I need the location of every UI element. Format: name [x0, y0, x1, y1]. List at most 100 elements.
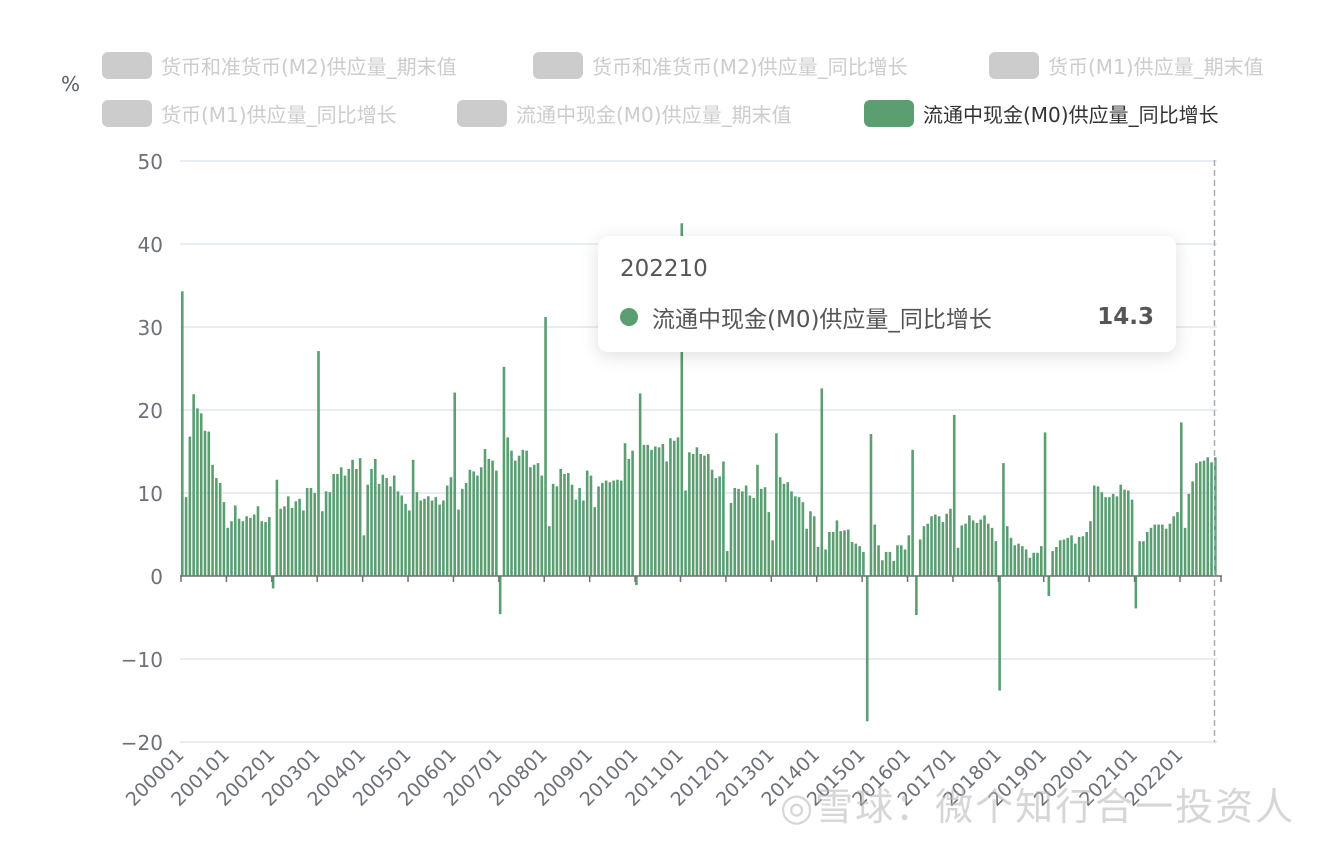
bar[interactable]	[869, 434, 873, 576]
bar[interactable]	[623, 443, 627, 576]
bar[interactable]	[1047, 576, 1051, 596]
bar[interactable]	[975, 522, 979, 576]
bar[interactable]	[1021, 546, 1024, 576]
bar[interactable]	[1179, 422, 1183, 576]
bar[interactable]	[843, 530, 846, 576]
bar-series-m0-yoy[interactable]	[181, 223, 1217, 722]
bar[interactable]	[476, 475, 479, 576]
bar[interactable]	[1077, 536, 1081, 576]
legend-item-m1-end-value[interactable]: 货币(M1)供应量_期末值	[989, 50, 1264, 80]
bar[interactable]	[899, 545, 903, 576]
bar[interactable]	[918, 539, 922, 576]
bar[interactable]	[362, 535, 366, 576]
bar[interactable]	[646, 444, 650, 576]
bar[interactable]	[184, 497, 188, 576]
bar[interactable]	[903, 549, 907, 576]
bar[interactable]	[377, 483, 381, 576]
bar[interactable]	[563, 473, 566, 576]
bar[interactable]	[1153, 524, 1157, 576]
bar[interactable]	[665, 461, 668, 576]
bar[interactable]	[483, 449, 487, 576]
bar[interactable]	[570, 484, 574, 576]
bar[interactable]	[392, 475, 396, 576]
bar[interactable]	[1157, 524, 1160, 576]
bar[interactable]	[196, 408, 199, 576]
bar[interactable]	[1161, 524, 1164, 576]
bar[interactable]	[1070, 535, 1073, 576]
bar[interactable]	[582, 500, 585, 576]
bar[interactable]	[551, 483, 555, 576]
bar[interactable]	[506, 437, 510, 576]
bar[interactable]	[877, 545, 880, 576]
bar[interactable]	[464, 483, 468, 576]
bar[interactable]	[566, 473, 570, 576]
bar[interactable]	[619, 480, 623, 576]
bar[interactable]	[778, 477, 782, 576]
bar[interactable]	[279, 508, 282, 576]
bar[interactable]	[373, 458, 377, 576]
bar[interactable]	[513, 460, 517, 576]
bar[interactable]	[790, 491, 793, 576]
bar[interactable]	[381, 474, 385, 576]
bar[interactable]	[941, 522, 945, 576]
bar[interactable]	[661, 444, 665, 576]
bar[interactable]	[1032, 552, 1035, 576]
bar[interactable]	[1104, 497, 1107, 576]
bar[interactable]	[305, 488, 309, 576]
bar[interactable]	[945, 513, 948, 576]
bar[interactable]	[1168, 523, 1172, 576]
bar[interactable]	[415, 492, 419, 576]
bar[interactable]	[252, 514, 256, 576]
bar[interactable]	[986, 523, 990, 576]
bar[interactable]	[574, 499, 578, 576]
bar[interactable]	[763, 487, 767, 576]
bar[interactable]	[949, 508, 952, 576]
bar[interactable]	[756, 464, 759, 576]
bar[interactable]	[1074, 543, 1077, 576]
bar[interactable]	[650, 449, 653, 576]
bar[interactable]	[1066, 537, 1070, 576]
bar[interactable]	[1176, 512, 1179, 576]
bar[interactable]	[741, 491, 744, 576]
bar[interactable]	[907, 535, 911, 576]
legend-item-m1-yoy[interactable]: 货币(M1)供应量_同比增长	[102, 98, 397, 128]
bar[interactable]	[1002, 463, 1005, 576]
bar[interactable]	[892, 561, 895, 576]
bar[interactable]	[264, 522, 267, 576]
bar[interactable]	[794, 496, 797, 576]
bar[interactable]	[771, 540, 774, 576]
bar[interactable]	[1111, 493, 1115, 576]
bar[interactable]	[260, 521, 264, 576]
bar[interactable]	[831, 532, 835, 576]
bar[interactable]	[468, 469, 472, 576]
bar[interactable]	[1130, 499, 1134, 576]
bar[interactable]	[657, 447, 661, 576]
bar[interactable]	[578, 488, 581, 576]
bar[interactable]	[283, 506, 286, 576]
bar[interactable]	[181, 291, 184, 576]
bar[interactable]	[801, 502, 805, 576]
bar[interactable]	[759, 488, 763, 576]
bar[interactable]	[835, 520, 839, 576]
bar[interactable]	[960, 525, 964, 576]
legend-item-m0-yoy[interactable]: 流通中现金(M0)供应量_同比增长	[864, 98, 1219, 128]
bar[interactable]	[782, 483, 786, 576]
bar[interactable]	[1210, 462, 1213, 576]
bar[interactable]	[1055, 546, 1058, 576]
bar[interactable]	[672, 440, 676, 576]
bar[interactable]	[884, 551, 888, 576]
bar[interactable]	[703, 455, 706, 576]
bar[interactable]	[846, 529, 850, 576]
bar[interactable]	[809, 511, 812, 576]
bar[interactable]	[215, 478, 218, 576]
bar[interactable]	[1191, 481, 1194, 576]
bar[interactable]	[725, 551, 729, 576]
bar[interactable]	[824, 549, 827, 576]
bar[interactable]	[294, 501, 298, 576]
bar[interactable]	[423, 498, 426, 576]
bar[interactable]	[828, 532, 831, 576]
bar[interactable]	[404, 503, 407, 576]
bar[interactable]	[510, 450, 513, 576]
bar[interactable]	[351, 459, 354, 576]
bar[interactable]	[601, 483, 604, 576]
